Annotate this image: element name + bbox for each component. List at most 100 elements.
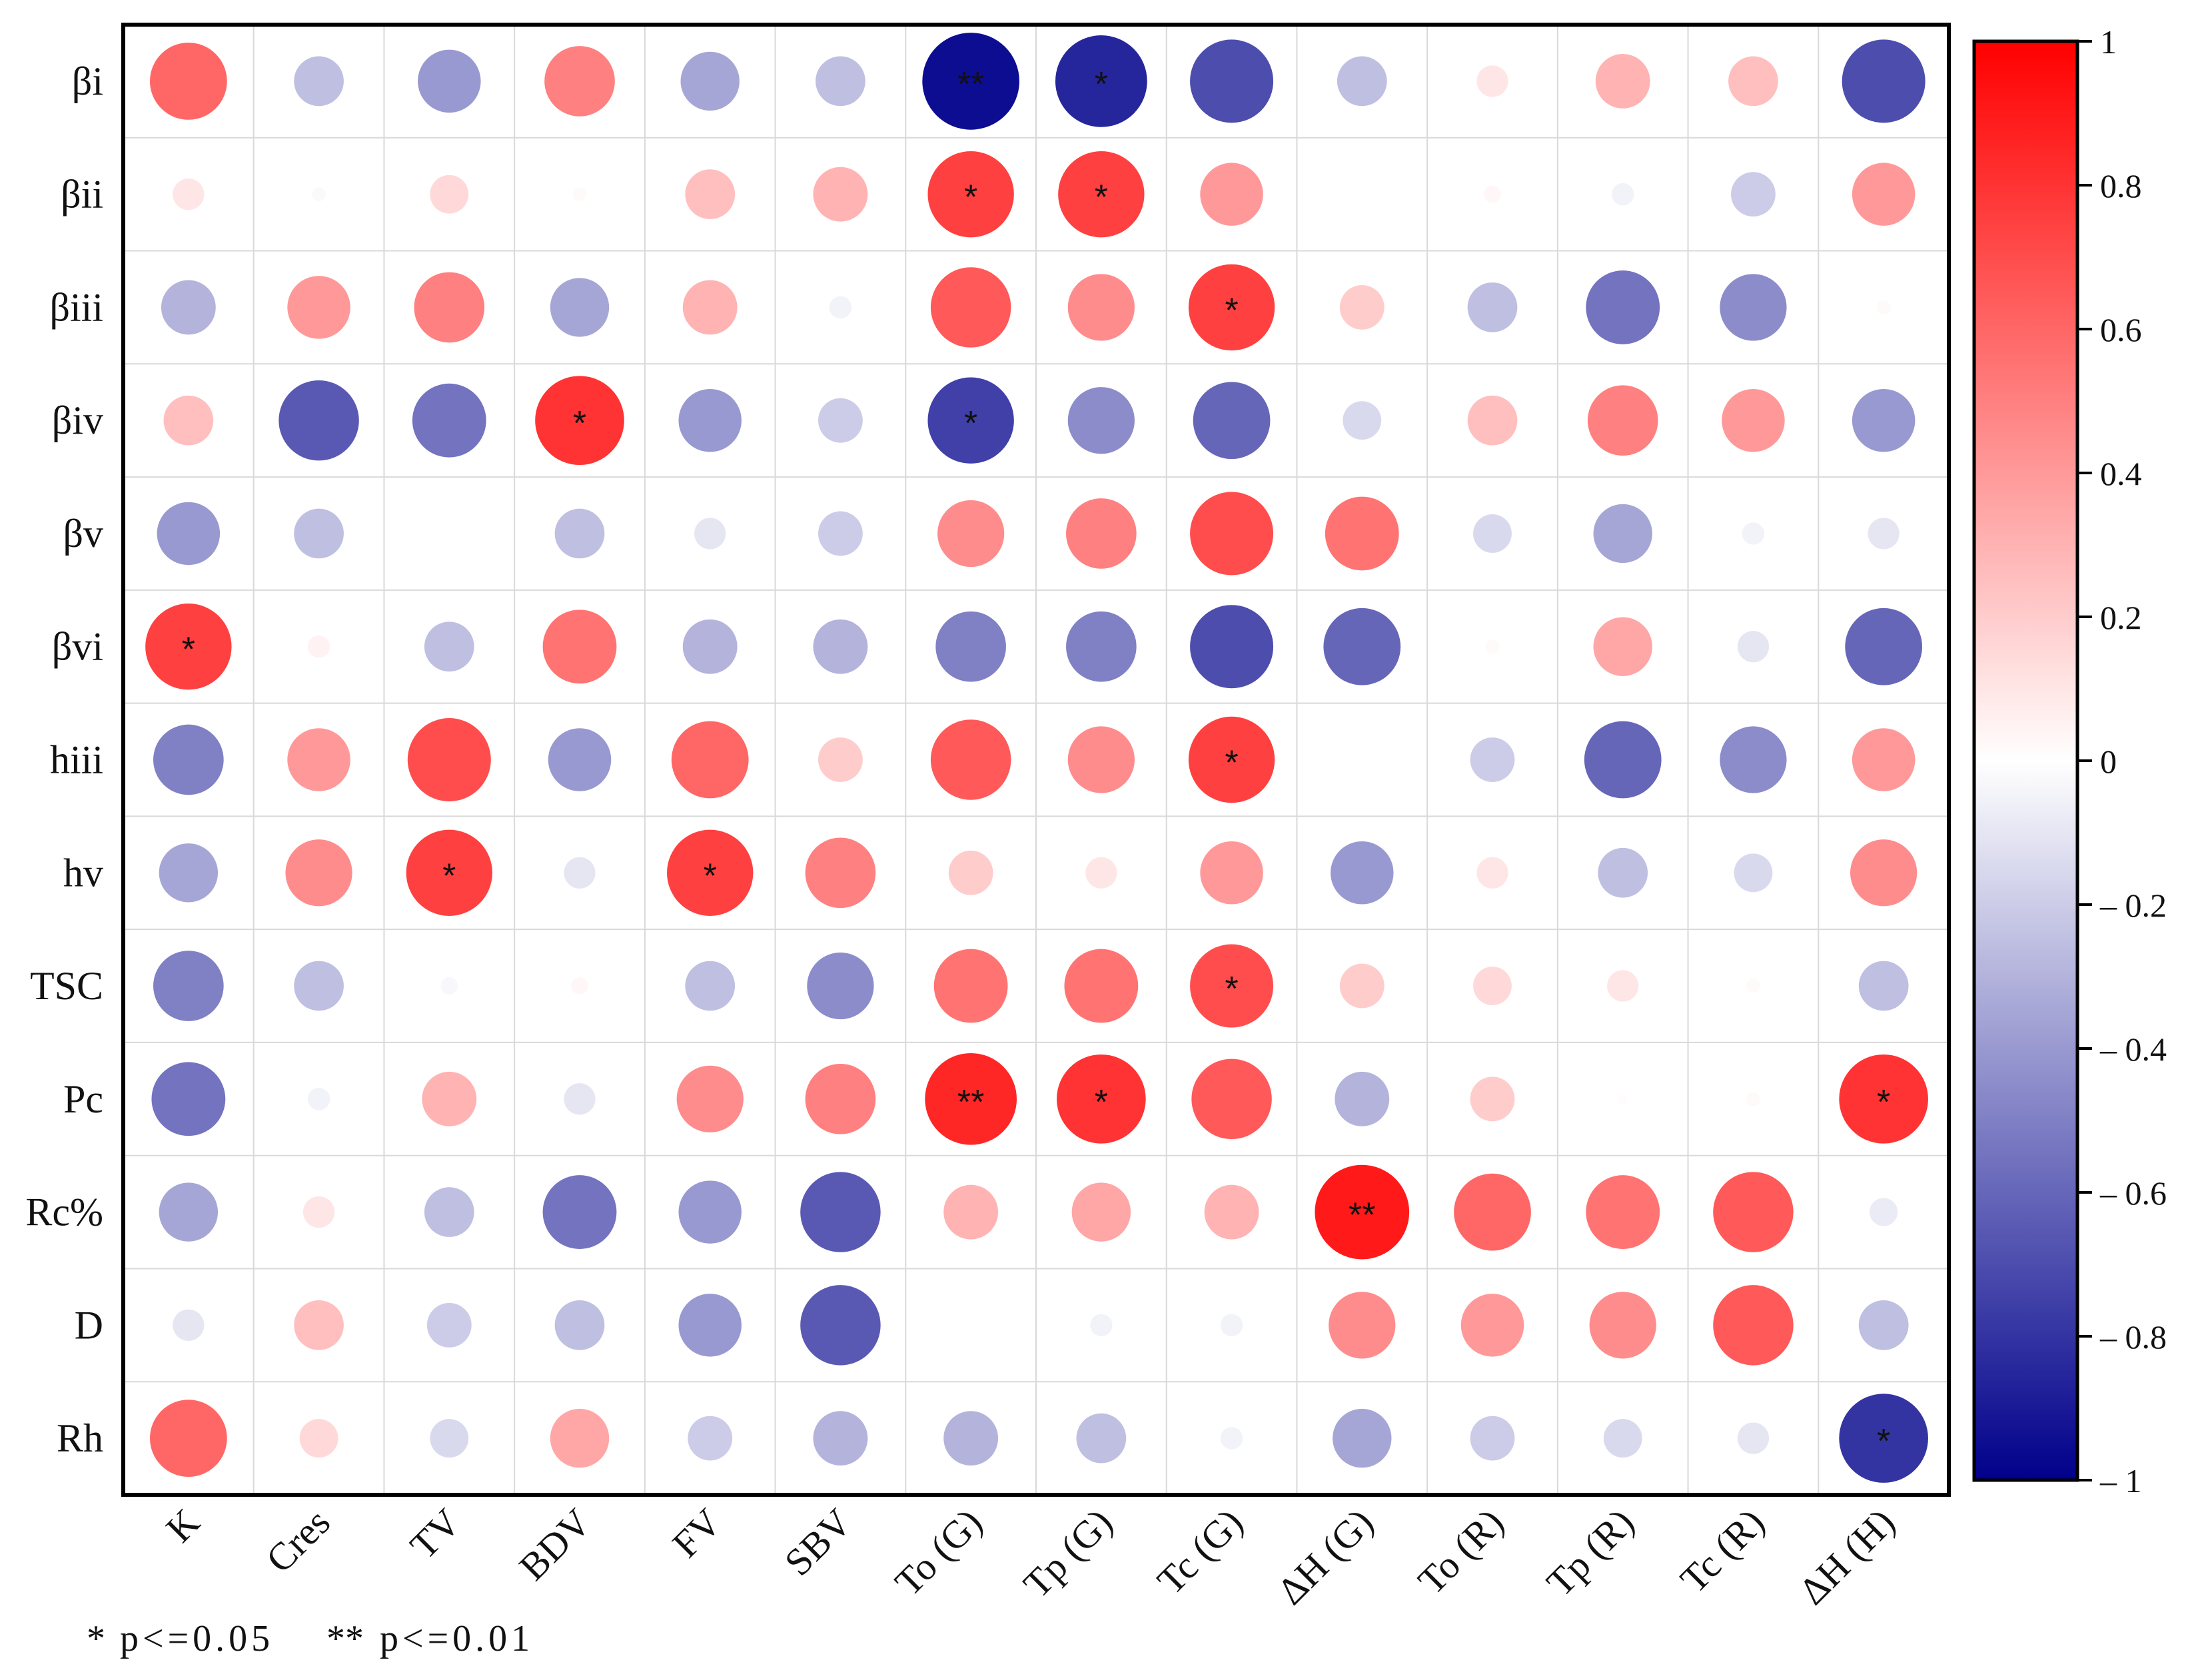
correlation-circle [1315, 1164, 1410, 1260]
correlation-circle [1190, 39, 1274, 123]
correlation-circle [1076, 1413, 1127, 1463]
correlation-circle [161, 280, 216, 335]
significance-marker: * [442, 857, 456, 895]
significance-marker: * [1877, 1422, 1890, 1461]
colorbar-tick-label: 0.4 [2100, 455, 2142, 492]
colorbar [1972, 39, 2079, 1482]
row-label: D [75, 1303, 103, 1347]
significance-marker: * [1095, 1083, 1108, 1122]
correlation-circle [1325, 496, 1399, 571]
column-label: Tc (R) [1672, 1500, 1772, 1601]
correlation-circle [925, 1052, 1017, 1145]
correlation-circle [287, 728, 350, 791]
correlation-circle [807, 952, 874, 1020]
colorbar-tick-label: – 0.2 [2099, 887, 2167, 924]
correlation-circle [1190, 605, 1274, 689]
row-label: βi [72, 59, 103, 103]
correlation-circle [930, 267, 1011, 348]
correlation-circle [544, 46, 615, 117]
correlation-circle [1335, 1071, 1390, 1126]
correlation-circle [1190, 944, 1274, 1028]
correlation-circle [800, 1172, 881, 1252]
correlation-circle [937, 500, 1005, 568]
correlation-circle [149, 43, 227, 120]
row-label: βiv [52, 398, 103, 442]
correlation-circle [294, 1300, 344, 1350]
correlation-circle [685, 169, 736, 220]
correlation-circle [813, 619, 868, 674]
correlation-circle [294, 961, 344, 1011]
correlation-circle [1728, 56, 1778, 107]
correlation-circle [550, 278, 610, 337]
correlation-circle [1734, 853, 1773, 893]
correlation-circle [1586, 270, 1660, 344]
correlation-circle [1190, 492, 1274, 576]
correlation-circle [1731, 172, 1776, 217]
correlation-circle [927, 377, 1014, 464]
correlation-circle [1876, 300, 1891, 314]
correlation-circle [407, 718, 491, 801]
correlation-circle [1343, 401, 1382, 440]
significance-marker: ** [1349, 1196, 1375, 1235]
correlation-circle [818, 511, 863, 556]
correlation-circle [948, 850, 993, 895]
correlation-circle [688, 1416, 733, 1461]
colorbar-tick-label: – 1 [2099, 1462, 2142, 1499]
correlation-circle [1470, 1416, 1515, 1461]
correlation-circle [1339, 963, 1384, 1009]
correlation-circle [943, 1411, 999, 1466]
correlation-circle [1850, 839, 1918, 907]
colorbar-tick-label: 0 [2100, 743, 2117, 780]
correlation-circle [412, 383, 486, 458]
legend-single-text: p<=0.05 [120, 1618, 274, 1659]
correlation-circle [151, 1062, 226, 1136]
column-label: ΔH (H) [1790, 1500, 1903, 1613]
correlation-circle [1058, 151, 1145, 238]
correlation-circle [1603, 1419, 1642, 1458]
correlation-circle [1071, 1182, 1131, 1242]
correlation-circle [1593, 504, 1652, 564]
correlation-circle [682, 280, 738, 335]
correlation-circle [1598, 847, 1648, 898]
correlation-circle [173, 1309, 205, 1341]
correlation-circle [676, 1065, 744, 1132]
correlation-circle [1485, 639, 1500, 654]
significance-legend: * p<=0.05 ** p<=0.01 [87, 1618, 530, 1659]
correlation-circle [294, 56, 344, 107]
correlation-circle [550, 1408, 610, 1468]
column-label: Tp (G) [1015, 1500, 1121, 1606]
correlation-circle [153, 724, 224, 795]
correlation-circle [1473, 514, 1512, 553]
significance-marker: * [1095, 179, 1108, 217]
correlation-circle [1467, 395, 1518, 446]
correlation-circle [426, 1302, 472, 1348]
correlation-circle [1337, 56, 1387, 107]
correlation-circle [678, 1294, 742, 1357]
colorbar-tick-label: – 0.8 [2099, 1318, 2167, 1356]
correlation-circle [943, 1184, 999, 1240]
colorbar-tick-label: 1 [2100, 23, 2117, 61]
correlation-circle [1329, 1292, 1396, 1359]
correlation-circle [542, 1175, 617, 1249]
correlation-circle [680, 51, 740, 111]
correlation-circle [1742, 522, 1765, 545]
correlation-circle [1191, 1058, 1272, 1140]
correlation-circle [1090, 1314, 1113, 1337]
correlation-circle [542, 610, 617, 684]
correlation-circle [927, 151, 1014, 238]
correlation-circle [564, 857, 596, 889]
correlation-circle [1842, 39, 1926, 123]
significance-marker: * [573, 404, 586, 443]
correlation-circle [930, 719, 1011, 800]
correlation-circle [933, 949, 1008, 1023]
correlation-circle [1193, 382, 1271, 460]
column-label: TV [402, 1500, 469, 1567]
correlation-circle [1067, 387, 1135, 454]
correlation-circle [1722, 388, 1785, 452]
correlation-circle [813, 1411, 868, 1466]
correlation-circle [535, 376, 624, 466]
significance-marker: * [964, 404, 977, 443]
column-label: To (G) [886, 1500, 990, 1604]
correlation-circle [440, 977, 458, 995]
